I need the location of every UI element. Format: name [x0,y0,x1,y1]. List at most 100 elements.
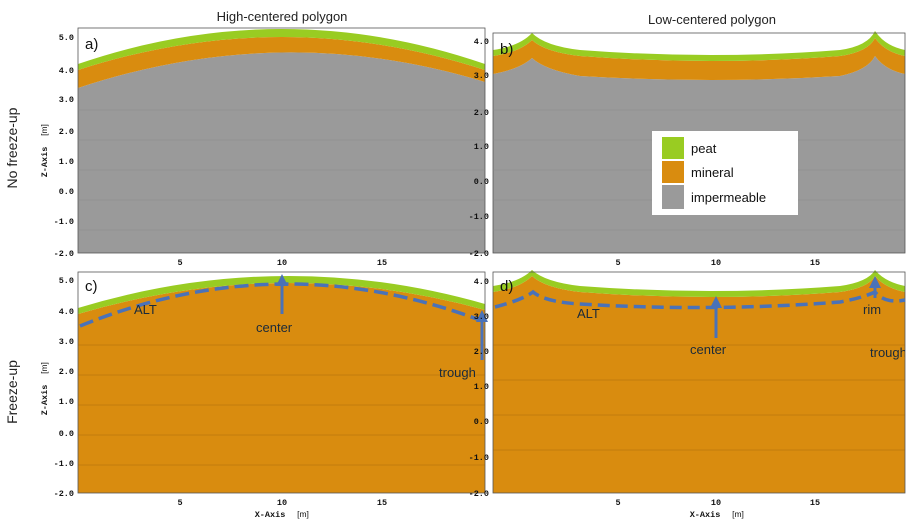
panel-a-mineral [78,37,485,88]
y-tick: 0.0 [474,177,489,187]
title-high-centered: High-centered polygon [217,9,348,24]
panel-b-label: b) [500,41,513,58]
panel-c-trough-label: trough [439,365,476,380]
panel-a-grid [78,109,485,231]
panel-b-xticks: 5 10 15 [615,258,820,268]
x-tick: 15 [810,498,820,508]
panel-d-rim-arrow [869,276,881,298]
panel-c-trough-arrow [476,310,488,360]
y-tick: 1.0 [474,382,489,392]
panel-a-xticks: 5 10 15 [177,258,387,268]
svg-text:[m]: [m] [732,509,744,519]
panel-d-center-arrow [710,296,722,338]
panel-d-center-label: center [690,342,727,357]
panel-d-alt-label: ALT [577,306,600,321]
panel-d-frame [492,271,906,494]
panel-b-frame [492,32,906,254]
y-tick: -1.0 [469,453,489,463]
panel-c-grid [78,344,485,466]
panel-d-yticks: 4.0 3.0 2.0 1.0 0.0 -1.0 -2.0 [469,277,489,499]
panel-d-trough-label: trough [870,345,907,360]
panel-c-mineral [78,282,485,493]
svg-text:[m]: [m] [39,124,49,136]
y-tick: 1.0 [59,397,74,407]
panel-c-peat [78,275,485,314]
panel-b-mineral [493,38,905,80]
y-tick: 1.0 [474,142,489,152]
panel-d-label: d) [500,278,513,295]
x-tick: 5 [615,498,620,508]
x-tick: 15 [810,258,820,268]
y-tick: 1.0 [59,157,74,167]
y-tick: 3.0 [474,71,489,81]
y-tick: -1.0 [54,459,74,469]
legend-label-peat: peat [691,141,717,156]
panel-d: d) ALT center rim trough 4.0 3.0 2.0 1.0… [469,270,907,520]
panel-b-peat [493,31,905,61]
panel-d-grid [493,344,905,451]
legend: peat mineral impermeable [652,131,798,215]
legend-label-impermeable: impermeable [691,190,766,205]
svg-text:X-Axis: X-Axis [255,510,286,520]
panel-c: c) ALT center trough 5.0 4.0 3.0 2.0 1.0… [39,271,488,520]
x-tick: 5 [615,258,620,268]
panel-d-peat [493,270,905,297]
panel-c-xticks: 5 10 15 [177,498,387,508]
svg-text:Z-Axis: Z-Axis [40,385,50,416]
panel-c-zlabel: Z-Axis [m] [39,362,50,415]
x-tick: 15 [377,498,387,508]
y-tick: -1.0 [54,217,74,227]
panel-a-peat [78,29,485,70]
panel-d-trough-clip: trough [870,345,907,360]
panel-d-xlabel: X-Axis [m] [690,509,744,520]
x-tick: 5 [177,258,182,268]
y-tick: -2.0 [54,489,74,499]
y-tick: 4.0 [474,37,489,47]
legend-label-mineral: mineral [691,165,734,180]
svg-text:Z-Axis: Z-Axis [40,147,50,178]
panel-d-mineral [493,276,905,493]
panel-c-label: c) [85,278,98,295]
legend-swatch-peat [662,137,684,159]
legend-swatch-impermeable [662,185,684,209]
panel-c-center-arrow [276,274,288,314]
y-tick: -1.0 [469,212,489,222]
y-tick: 3.0 [59,95,74,105]
y-tick: 3.0 [59,337,74,347]
x-tick: 10 [711,498,721,508]
y-tick: 3.0 [474,312,489,322]
title-low-centered: Low-centered polygon [648,12,776,27]
y-tick: -2.0 [54,249,74,259]
panel-b: b) 4.0 3.0 2.0 1.0 0.0 -1.0 -2.0 5 10 15… [469,31,906,268]
panel-d-rim-label: rim [863,302,881,317]
y-tick: 5.0 [59,33,74,43]
y-tick: 2.0 [59,127,74,137]
y-tick: -2.0 [469,489,489,499]
panel-a-yticks: 5.0 4.0 3.0 2.0 1.0 0.0 -1.0 -2.0 [54,33,74,259]
x-tick: 10 [277,258,287,268]
panel-a: a) 5.0 4.0 3.0 2.0 1.0 0.0 -1.0 -2.0 Z-A… [39,27,486,268]
y-tick: 2.0 [59,367,74,377]
panel-a-label: a) [85,36,98,53]
y-tick: 2.0 [474,347,489,357]
x-tick: 10 [277,498,287,508]
panel-a-impermeable [78,52,485,253]
row-title-no-freeze-up: No freeze-up [4,107,20,188]
y-tick: 4.0 [59,307,74,317]
panel-c-yticks: 5.0 4.0 3.0 2.0 1.0 0.0 -1.0 -2.0 [54,276,74,499]
panel-c-alt-label: ALT [134,302,157,317]
svg-text:[m]: [m] [297,509,309,519]
y-tick: 5.0 [59,276,74,286]
svg-text:[m]: [m] [39,362,49,374]
x-tick: 10 [711,258,721,268]
svg-text:X-Axis: X-Axis [690,510,721,520]
y-tick: 0.0 [59,429,74,439]
y-tick: 2.0 [474,108,489,118]
x-tick: 15 [377,258,387,268]
row-title-freeze-up: Freeze-up [4,360,20,424]
y-tick: 0.0 [59,187,74,197]
panel-b-yticks: 4.0 3.0 2.0 1.0 0.0 -1.0 -2.0 [469,37,489,259]
panel-c-frame [77,271,486,494]
panel-a-zlabel: Z-Axis [m] [39,124,50,177]
panel-c-xlabel: X-Axis [m] [255,509,309,520]
